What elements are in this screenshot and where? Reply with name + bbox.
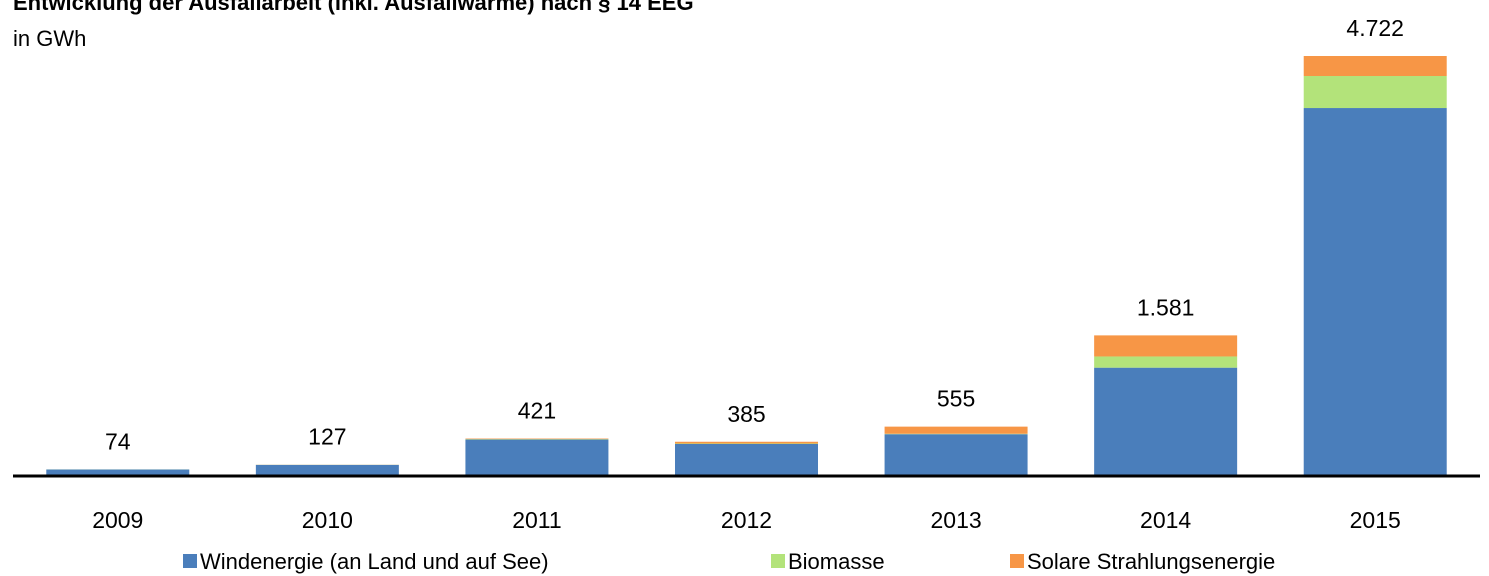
total-label: 74 [105, 428, 131, 454]
legend-swatch [771, 554, 785, 568]
x-tick-label: 2012 [721, 507, 772, 533]
bar-segment [884, 426, 1028, 434]
total-label: 1.581 [1137, 294, 1195, 320]
total-label: 421 [518, 398, 556, 424]
total-label: 4.722 [1346, 15, 1404, 41]
chart-title: Entwicklung der Ausfallarbeit (inkl. Aus… [13, 0, 694, 15]
x-tick-label: 2015 [1350, 507, 1401, 533]
legend-label: Biomasse [788, 549, 885, 574]
total-label: 385 [727, 401, 765, 427]
bar-segment [884, 434, 1028, 476]
x-tick-label: 2009 [92, 507, 143, 533]
bar-segment [465, 438, 609, 440]
total-label: 127 [308, 424, 346, 450]
bar-segment [1303, 108, 1447, 477]
x-tick-label: 2013 [930, 507, 981, 533]
bar-segment [1303, 76, 1447, 109]
bar-segment [1094, 367, 1238, 476]
x-tick-label: 2014 [1140, 507, 1191, 533]
legend-label: Windenergie (an Land und auf See) [200, 549, 549, 574]
bar-segment [675, 441, 818, 444]
x-tick-label: 2010 [302, 507, 353, 533]
x-tick-label: 2011 [512, 507, 561, 533]
chart-subtitle: in GWh [13, 26, 86, 51]
bar-segment [1303, 56, 1447, 77]
legend-label: Solare Strahlungsenergie [1027, 549, 1275, 574]
bar-segment [46, 469, 190, 476]
bar-segment [255, 464, 399, 476]
legend-swatch [1010, 554, 1024, 568]
bar-segment [1094, 356, 1238, 368]
total-label: 555 [937, 386, 975, 412]
bar-segment [465, 439, 609, 476]
bar-segment [1094, 335, 1238, 357]
legend-swatch [183, 554, 197, 568]
bar-segment [675, 443, 818, 476]
